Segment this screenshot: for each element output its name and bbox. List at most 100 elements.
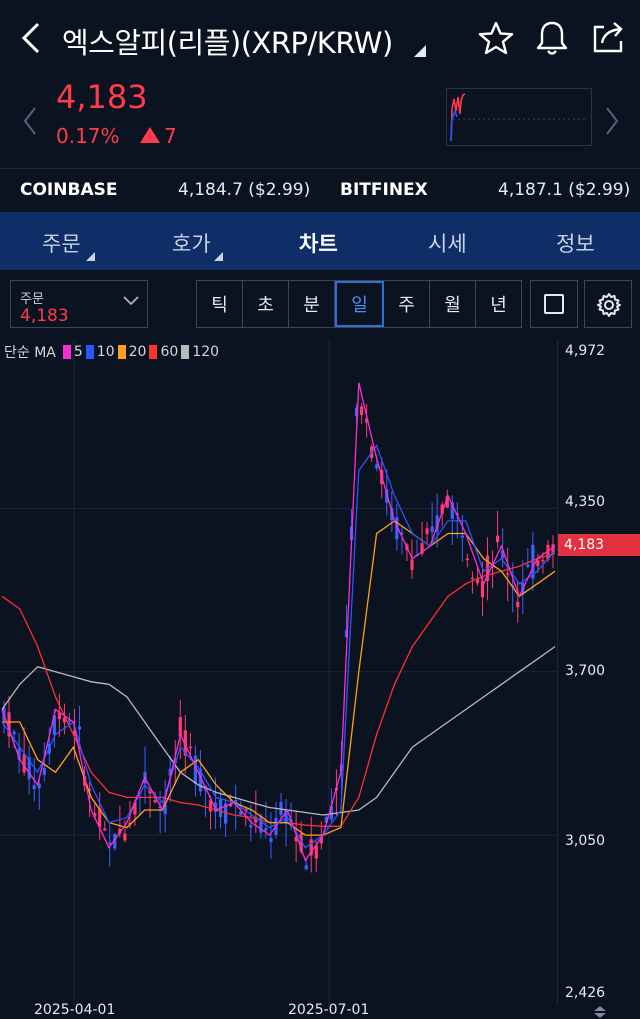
candle-body (294, 837, 298, 842)
candle-body (229, 803, 233, 807)
quick-order-label: 주문 (20, 292, 44, 307)
ma120-swatch (181, 345, 190, 359)
candle-body (506, 573, 510, 575)
fullscreen-button[interactable] (530, 280, 578, 328)
candle-body (259, 815, 263, 833)
candle-body (103, 828, 107, 831)
title-dropdown-caret-icon[interactable] (414, 45, 426, 57)
period-second[interactable]: 초 (243, 281, 289, 327)
candle-body (93, 813, 97, 817)
candle-body (254, 816, 258, 823)
candle-body (133, 802, 137, 815)
ma60-label: 60 (160, 344, 179, 360)
prev-coin-icon[interactable] (20, 104, 40, 138)
period-week[interactable]: 주 (384, 281, 430, 327)
exchange-price-bitfinex: 4,187.1 ($2.99) (498, 180, 631, 200)
period-minute[interactable]: 분 (289, 281, 335, 327)
candle-body (17, 748, 21, 760)
candle-body (52, 715, 56, 736)
candle-body (551, 544, 555, 555)
candle-body (344, 629, 349, 638)
tab-order[interactable]: 주문 (42, 232, 81, 256)
candle-body (158, 806, 162, 809)
candle-body (526, 564, 530, 568)
candle-body (329, 805, 333, 820)
price-chart[interactable] (0, 340, 640, 1019)
candle-body (264, 828, 268, 831)
ma-line-5 (1, 382, 556, 862)
tab-chart[interactable]: 차트 (299, 232, 338, 256)
y-tick-label: 4,972 (565, 343, 606, 359)
tab-market-price[interactable]: 시세 (428, 232, 467, 256)
candle-body (118, 828, 122, 834)
up-triangle-icon (140, 127, 160, 143)
back-icon[interactable] (14, 18, 48, 58)
candle-body (400, 532, 404, 535)
candle-body (531, 544, 535, 579)
period-selector: 틱 초 분 일 주 월 년 (196, 280, 522, 328)
candle-body (57, 712, 62, 720)
quick-order-dropdown[interactable] (10, 280, 148, 328)
x-tick-label: 2025-07-01 (288, 1002, 370, 1018)
bell-icon[interactable] (534, 19, 570, 57)
period-tick[interactable]: 틱 (197, 281, 243, 327)
candle-body (198, 768, 203, 792)
change-percent: 0.17% (56, 124, 120, 148)
ma10-swatch (85, 345, 94, 359)
candle-body (123, 833, 127, 841)
candle-body (12, 731, 16, 735)
candle-body (208, 800, 213, 812)
candle-body (42, 767, 46, 775)
candle-body (178, 717, 182, 737)
y-tick-label: 3,050 (565, 833, 606, 849)
candle-body (309, 839, 313, 856)
candle-body (465, 558, 469, 561)
mini-price-chart[interactable] (446, 88, 592, 146)
candle-body (67, 720, 72, 722)
candle-body (420, 543, 424, 554)
candle-body (460, 535, 464, 538)
period-year[interactable]: 년 (490, 295, 507, 316)
exchange-price-bar (0, 168, 640, 213)
share-icon[interactable] (590, 19, 626, 55)
candle-body (183, 730, 187, 756)
ma20-swatch (117, 345, 126, 359)
candle-body (516, 601, 520, 608)
ma-legend: 단순 MA 5 10 20 60 120 (4, 342, 219, 362)
candle-body (541, 559, 545, 562)
candle-body (410, 559, 414, 570)
period-month[interactable]: 월 (430, 281, 476, 327)
candle-body (37, 783, 41, 789)
candle-body (536, 560, 540, 567)
chevron-down-icon (123, 296, 139, 306)
y-tick-label: 3,700 (565, 663, 606, 679)
star-icon[interactable] (478, 20, 514, 56)
candle-body (234, 800, 238, 805)
candle-body (435, 515, 439, 532)
candle-body (360, 406, 364, 415)
candle-body (440, 504, 444, 514)
ma5-swatch (62, 345, 71, 359)
candle-body (77, 726, 82, 730)
y-tick-label: 2,426 (565, 985, 606, 1001)
square-icon (544, 294, 564, 314)
x-tick-label: 2025-04-01 (34, 1002, 116, 1018)
candle-body (27, 757, 31, 780)
candle-body (72, 730, 77, 736)
candle-body (82, 776, 87, 786)
tab-orderbook[interactable]: 호가 (172, 232, 211, 256)
candle-body (375, 464, 379, 469)
scroll-handle-icon[interactable] (591, 1005, 609, 1019)
ma-legend-prefix: 단순 MA (4, 345, 56, 361)
candle-body (501, 550, 505, 559)
next-coin-icon[interactable] (602, 104, 622, 138)
chart-settings-button[interactable] (584, 280, 632, 328)
candle-body (108, 842, 112, 845)
candle-body (546, 544, 550, 560)
candle-body (284, 809, 288, 824)
page-title[interactable]: 엑스알피(리플)(XRP/KRW) (62, 26, 393, 60)
period-day[interactable]: 일 (335, 281, 384, 327)
candle-body (430, 526, 434, 533)
main-tab-bar (0, 212, 640, 270)
tab-info[interactable]: 정보 (556, 232, 595, 256)
